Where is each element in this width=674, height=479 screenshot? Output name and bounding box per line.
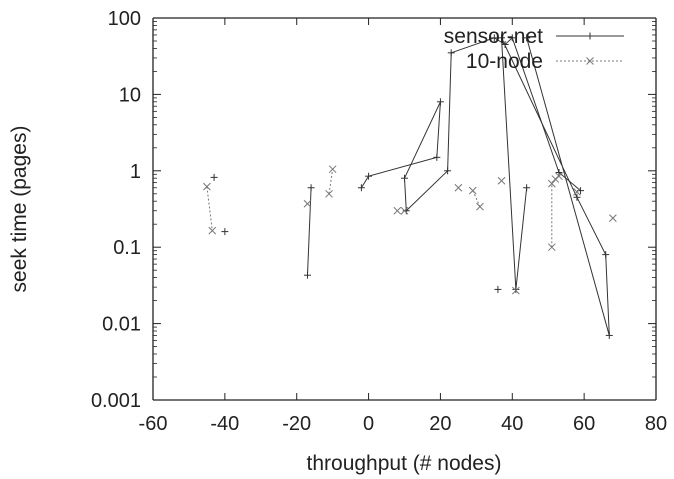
data-point-sensor-net — [508, 34, 516, 42]
y-tick-label: 0.001 — [91, 390, 141, 412]
data-point-10-node — [325, 189, 333, 198]
data-point-10-node — [303, 199, 312, 208]
series-10-node — [203, 165, 617, 295]
data-point-sensor-net — [447, 49, 455, 57]
data-point-sensor-net — [523, 34, 531, 42]
y-tick-label: 0.1 — [113, 237, 141, 259]
x-tick-label: -20 — [282, 413, 311, 435]
data-point-sensor-net — [221, 228, 229, 236]
x-tick-label: 60 — [573, 413, 595, 435]
legend-label-10-node: 10-node — [466, 50, 543, 73]
data-point-10-node — [547, 179, 556, 188]
y-tick-label: 10 — [119, 84, 141, 106]
data-point-10-node — [328, 165, 337, 174]
x-tick-label: 0 — [363, 413, 374, 435]
data-point-sensor-net — [436, 98, 444, 106]
data-point-sensor-net — [573, 193, 581, 201]
data-point-sensor-net — [401, 174, 408, 182]
data-point-sensor-net — [444, 167, 452, 175]
plot-frame — [152, 17, 657, 401]
data-point-10-node — [393, 206, 402, 215]
legend-marker-sensor-net — [586, 32, 594, 40]
data-point-10-node — [454, 183, 463, 192]
y-tick-label: 0.01 — [102, 314, 141, 336]
data-point-sensor-net — [494, 285, 502, 293]
x-tick-label: -40 — [210, 413, 239, 435]
x-tick-label: -60 — [139, 413, 168, 435]
data-point-sensor-net — [357, 184, 365, 192]
y-tick-label: 100 — [108, 8, 141, 30]
data-point-10-node — [547, 243, 556, 252]
data-point-10-node — [497, 176, 506, 185]
data-point-10-node — [512, 286, 520, 295]
legend-label-sensor-net: sensor-net — [444, 25, 543, 48]
x-tick-label: 20 — [429, 413, 451, 435]
data-point-sensor-net — [490, 34, 498, 42]
y-tick-label: 1 — [130, 161, 141, 183]
data-point-sensor-net — [605, 331, 613, 339]
data-point-sensor-net — [433, 153, 441, 161]
series-line-sensor-net — [306, 187, 312, 276]
legend-marker-10-node — [586, 57, 594, 65]
series-line-10-node — [472, 190, 481, 207]
series-line-10-node — [328, 169, 334, 194]
x-tick-label: 40 — [501, 413, 523, 435]
data-point-10-node — [573, 188, 581, 196]
data-point-sensor-net — [307, 184, 315, 192]
data-point-10-node — [555, 172, 563, 181]
data-point-sensor-net — [303, 271, 311, 279]
data-point-sensor-net — [523, 184, 531, 192]
data-point-sensor-net — [555, 169, 563, 177]
y-axis-label: seek time (pages) — [8, 126, 31, 293]
x-axis-label: throughput (# nodes) — [307, 452, 502, 475]
data-point-10-node — [551, 175, 560, 183]
data-point-sensor-net — [498, 34, 506, 42]
data-point-10-node — [609, 214, 617, 223]
data-point-10-node — [400, 206, 409, 215]
data-point-10-node — [203, 182, 211, 191]
series-line-10-node — [206, 186, 213, 231]
data-point-sensor-net — [602, 251, 610, 259]
data-point-10-node — [468, 186, 477, 195]
data-point-sensor-net — [210, 173, 218, 181]
data-point-10-node — [476, 202, 484, 211]
ticks: -60 -40 -20 0 20 40 60 80 0.001 0.01 0.1 1 10 100 — [91, 8, 667, 435]
x-tick-label: 80 — [645, 413, 667, 435]
series-layer — [203, 34, 617, 339]
data-point-10-node — [208, 226, 217, 235]
series-sensor-net — [210, 34, 613, 339]
data-point-sensor-net — [512, 285, 520, 293]
data-point-sensor-net — [365, 172, 373, 180]
